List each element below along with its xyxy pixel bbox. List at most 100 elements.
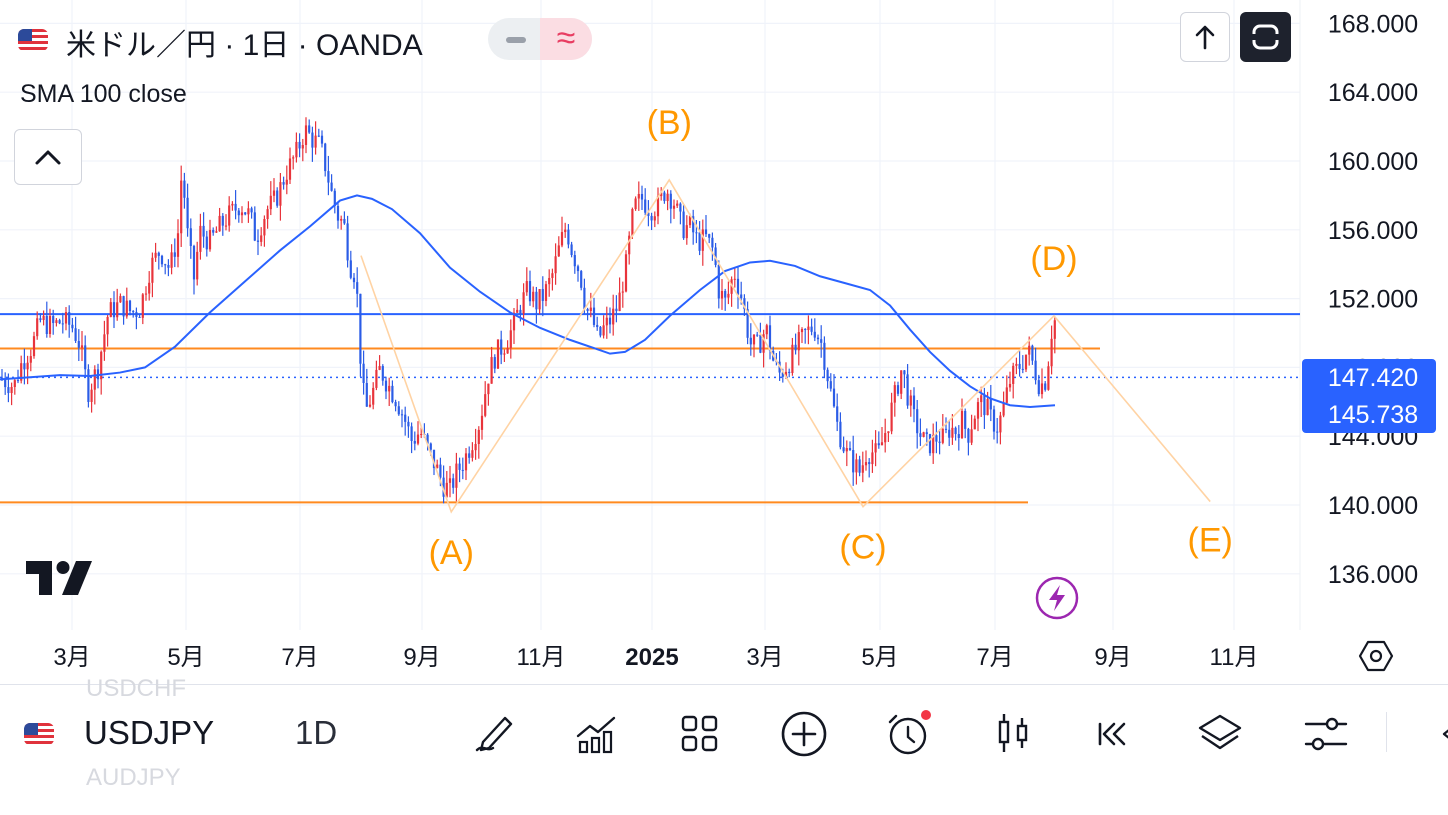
candle-body xyxy=(1047,366,1050,390)
horizontal-lines[interactable] xyxy=(0,313,1300,504)
candle-body xyxy=(720,290,724,299)
time-tick-label: 5月 xyxy=(167,644,204,671)
candle-body xyxy=(455,463,458,488)
candle-body xyxy=(384,380,388,392)
candle-body xyxy=(589,307,592,311)
candle-body xyxy=(180,180,183,234)
price-chart[interactable]: (A) (B) (C) (D) (E) 168.000 164.000 160.000 156… xyxy=(0,0,1448,684)
wave-pattern[interactable]: (A) (B) (C) (D) (E) xyxy=(360,104,1233,572)
candle-body xyxy=(874,443,877,453)
candle-body xyxy=(960,410,964,438)
candle-body xyxy=(602,325,605,336)
candle-body xyxy=(903,370,906,375)
settings-icon[interactable] xyxy=(1300,708,1352,760)
candle-body xyxy=(109,302,112,317)
time-axis[interactable]: 3月 5月 7月 9月 11月 2025 3月 5月 7月 9月 11月 xyxy=(53,644,1258,671)
candle-body xyxy=(1002,402,1005,416)
minus-icon[interactable] xyxy=(506,37,526,43)
candle-body xyxy=(890,402,893,432)
candle-body xyxy=(525,281,528,293)
time-tick-label: 11月 xyxy=(517,644,566,671)
layers-icon[interactable] xyxy=(1194,708,1246,760)
compare-toggle[interactable]: ≈ xyxy=(488,18,592,60)
candle-body xyxy=(484,394,487,416)
candle-body xyxy=(695,232,698,234)
candle-body xyxy=(682,211,685,239)
candle-body xyxy=(458,463,461,470)
candles-icon[interactable] xyxy=(988,708,1040,760)
candle-body xyxy=(1040,383,1044,395)
candle-body xyxy=(788,371,791,374)
candle-body xyxy=(167,264,170,268)
candle-body xyxy=(1008,383,1012,388)
collapse-legend-button[interactable] xyxy=(14,129,82,185)
candle-body xyxy=(170,252,173,268)
candle-body xyxy=(877,443,880,446)
candle-body xyxy=(608,317,612,325)
candle-body xyxy=(628,235,631,255)
indicators-icon[interactable] xyxy=(572,708,624,760)
indicator-label[interactable]: SMA 100 close xyxy=(20,80,187,108)
candle-body xyxy=(352,277,356,283)
candle-body xyxy=(404,414,407,422)
candle-body xyxy=(1015,363,1018,366)
candle-body xyxy=(106,316,109,335)
candle-body xyxy=(823,342,826,370)
replay-icon[interactable] xyxy=(1090,708,1142,760)
candle-body xyxy=(557,245,560,257)
candle-body xyxy=(442,477,445,497)
candle-body xyxy=(317,135,320,137)
candle-body xyxy=(797,332,800,351)
add-icon[interactable] xyxy=(778,708,830,760)
layouts-icon[interactable] xyxy=(674,708,726,760)
candle-body xyxy=(714,247,717,265)
sma-100-line xyxy=(0,194,1056,408)
candle-body xyxy=(970,429,973,443)
candle-body xyxy=(327,171,330,183)
candle-body xyxy=(410,426,413,442)
candle-body xyxy=(279,182,282,206)
candle-body xyxy=(301,144,304,149)
timeframe-selector[interactable]: 1D xyxy=(295,714,338,751)
candle-body xyxy=(624,254,628,292)
lightning-icon[interactable] xyxy=(1034,575,1080,621)
candle-body xyxy=(346,223,349,261)
candle-body xyxy=(141,294,144,318)
candle-body xyxy=(736,278,740,295)
time-tick-label: 3月 xyxy=(746,644,783,671)
symbol-title[interactable]: 米ドル／円 · 1日 · OANDA xyxy=(66,29,423,62)
candle-body xyxy=(432,449,436,469)
candle-body xyxy=(1028,345,1031,355)
candle-body xyxy=(573,255,576,267)
candle-body xyxy=(999,415,1002,433)
candle-body xyxy=(522,292,525,314)
scroll-up-button[interactable] xyxy=(1180,12,1230,62)
candle-body xyxy=(237,210,240,216)
candle-body xyxy=(916,409,919,434)
approx-wave-icon[interactable]: ≈ xyxy=(540,18,592,60)
candle-body xyxy=(576,266,580,272)
candle-body xyxy=(554,256,557,274)
candle-body xyxy=(231,203,234,206)
candle-body xyxy=(282,182,285,185)
candle-body xyxy=(20,363,23,381)
chart-settings-icon[interactable] xyxy=(1358,638,1394,674)
candle-body xyxy=(964,410,967,429)
candle-body xyxy=(234,203,237,211)
candle-body xyxy=(333,190,336,206)
candle-body xyxy=(285,179,288,185)
fullscreen-button[interactable] xyxy=(1240,12,1291,62)
candle-body xyxy=(90,389,93,402)
candle-body xyxy=(592,307,596,325)
draw-icon[interactable] xyxy=(469,708,521,760)
price-axis[interactable]: 168.000164.000160.000156.000152.000148.0… xyxy=(1328,10,1418,588)
candle-body xyxy=(58,320,61,324)
symbol-selector[interactable]: USDJPY xyxy=(84,714,215,751)
candle-body xyxy=(848,448,852,451)
alert-icon[interactable] xyxy=(882,708,934,760)
candle-body xyxy=(509,330,512,348)
chevron-left-icon[interactable] xyxy=(1420,708,1448,760)
candle-body xyxy=(605,317,608,326)
candle-body xyxy=(362,363,365,384)
